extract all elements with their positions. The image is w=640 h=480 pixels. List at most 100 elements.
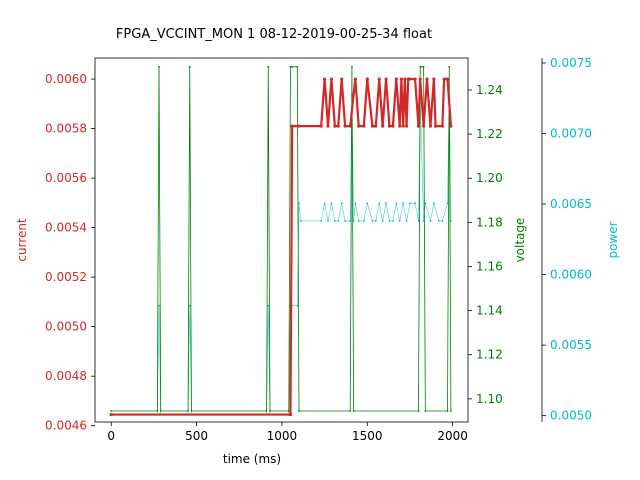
- data-point-power: [267, 304, 270, 307]
- data-point-current: [413, 77, 417, 81]
- data-point-current: [418, 77, 422, 81]
- data-point-power: [398, 220, 401, 222]
- data-point-current: [333, 124, 337, 128]
- y-tick-label-current: 0.0052: [45, 270, 87, 284]
- data-point-voltage: [417, 410, 420, 412]
- series-line-current: [111, 77, 453, 416]
- data-point-power: [391, 220, 394, 222]
- y-tick-label-voltage: 1.10: [476, 392, 503, 406]
- data-point-voltage: [289, 65, 292, 68]
- data-point-current: [319, 124, 323, 128]
- data-point-power: [323, 202, 326, 205]
- data-point-power: [417, 220, 420, 222]
- data-point-power: [333, 220, 336, 222]
- data-point-current: [442, 77, 446, 81]
- y-tick-label-power: 0.0050: [550, 409, 592, 423]
- data-point-current: [404, 124, 409, 128]
- y-tick-label-current: 0.0058: [45, 122, 87, 136]
- y-tick-label-current: 0.0050: [45, 320, 87, 334]
- data-point-current: [401, 124, 405, 128]
- data-point-power: [438, 220, 440, 222]
- data-point-voltage: [110, 410, 113, 412]
- data-point-current: [422, 124, 426, 128]
- y-tick-label-power: 0.0065: [550, 197, 592, 211]
- x-tick-label: 0: [107, 429, 115, 443]
- data-point-current: [433, 124, 438, 128]
- data-point-current: [440, 124, 444, 128]
- data-point-power: [344, 220, 346, 222]
- data-point-current: [343, 124, 347, 128]
- data-point-voltage: [352, 410, 355, 412]
- data-point-voltage: [446, 410, 449, 412]
- y-tick-label-voltage: 1.14: [476, 304, 503, 318]
- data-point-current: [329, 77, 334, 81]
- data-point-voltage: [298, 410, 300, 412]
- data-point-power: [366, 202, 369, 205]
- data-point-power: [441, 220, 444, 222]
- data-point-power: [362, 220, 365, 222]
- data-point-power: [188, 304, 191, 307]
- data-point-current: [348, 124, 352, 128]
- x-tick-label: 1500: [352, 429, 383, 443]
- data-point-current: [353, 77, 357, 81]
- data-point-current: [323, 77, 327, 81]
- data-point-current: [357, 124, 361, 128]
- data-point-voltage: [296, 65, 299, 68]
- data-point-current: [449, 124, 453, 128]
- x-tick-label: 500: [185, 429, 208, 443]
- data-point-power: [381, 220, 384, 222]
- axes-layer: 0 500 1000 1500 2000 0.0046 0.0048 0.0050 0.0052…: [15, 56, 620, 443]
- y-tick-label-voltage: 1.20: [476, 171, 503, 185]
- data-point-power: [450, 220, 452, 222]
- data-point-current: [384, 77, 388, 81]
- data-point-voltage: [269, 410, 271, 412]
- data-point-voltage: [156, 410, 159, 412]
- y-tick-label-voltage: 1.24: [476, 83, 503, 97]
- data-point-voltage: [187, 410, 189, 412]
- data-point-power: [298, 202, 300, 205]
- axis-label-current: current: [15, 218, 29, 262]
- y-tick-label-current: 0.0060: [45, 72, 87, 86]
- data-point-power: [158, 304, 160, 307]
- data-point-power: [446, 202, 449, 205]
- y-tick-label-voltage: 1.16: [476, 259, 503, 273]
- data-point-voltage: [188, 65, 191, 68]
- data-point-current: [387, 124, 392, 128]
- data-point-current: [416, 124, 421, 128]
- data-point-voltage: [190, 410, 193, 412]
- data-point-current: [326, 124, 330, 128]
- data-point-voltage: [448, 65, 451, 68]
- data-point-current: [381, 124, 385, 128]
- data-point-power: [385, 202, 387, 205]
- data-point-voltage: [351, 65, 353, 68]
- chart-title: FPGA_VCCINT_MON 1 08-12-2019-00-25-34 fl…: [116, 27, 432, 42]
- plot-frame: [94, 57, 469, 423]
- data-point-power: [424, 202, 427, 205]
- y-tick-label-current: 0.0056: [45, 171, 87, 185]
- data-point-power: [388, 220, 391, 222]
- data-point-power: [349, 220, 352, 222]
- data-point-power: [330, 202, 333, 205]
- data-point-power: [378, 202, 381, 205]
- data-point-voltage: [267, 65, 270, 68]
- data-point-voltage: [349, 410, 352, 412]
- data-point-voltage: [265, 410, 268, 412]
- data-point-current: [288, 412, 293, 417]
- data-point-current: [428, 124, 433, 128]
- data-point-current: [403, 77, 407, 81]
- data-point-current: [336, 124, 340, 128]
- data-point-current: [340, 77, 344, 81]
- data-point-current: [297, 124, 301, 128]
- y-tick-label-power: 0.0070: [550, 126, 592, 140]
- data-point-current: [398, 124, 402, 128]
- data-point-current: [362, 124, 366, 128]
- data-point-power: [414, 202, 416, 205]
- data-point-voltage: [287, 410, 290, 412]
- data-point-current: [290, 124, 294, 128]
- data-point-power: [402, 202, 405, 205]
- data-point-current: [370, 124, 374, 128]
- y-tick-label-current: 0.0046: [45, 419, 87, 433]
- data-point-power: [371, 220, 374, 222]
- y-tick-label-power: 0.0060: [550, 268, 592, 282]
- data-point-current: [394, 77, 398, 81]
